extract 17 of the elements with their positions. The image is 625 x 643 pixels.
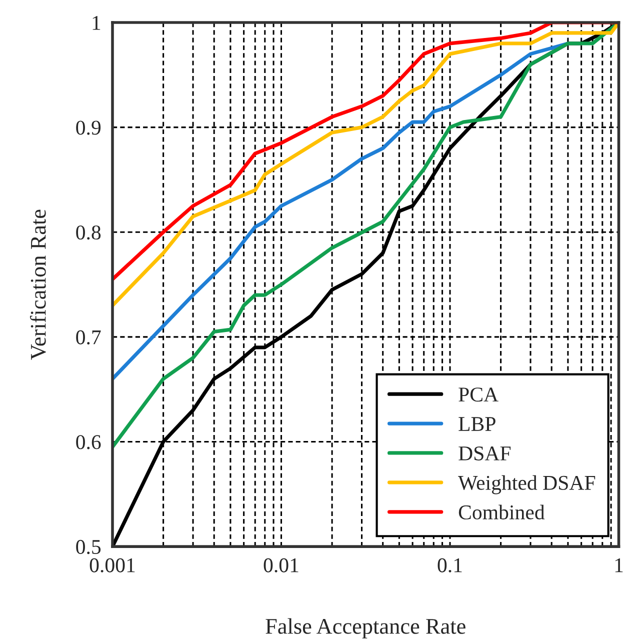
y-tick-label: 0.7: [76, 330, 101, 344]
y-axis-title: Verification Rate: [30, 210, 46, 360]
legend-label: Combined: [458, 504, 545, 520]
x-tick-label: 1: [615, 558, 623, 572]
y-tick-label: 0.5: [76, 540, 101, 554]
x-tick-label: 0.1: [438, 558, 462, 572]
legend-label: PCA: [458, 388, 498, 402]
x-tick-label: 0.01: [264, 558, 298, 572]
y-tick-label: 0.6: [76, 435, 101, 450]
y-tick-label: 0.9: [76, 120, 101, 135]
y-tick-label: 1: [92, 16, 100, 30]
y-tick-label: 0.8: [76, 225, 101, 240]
legend-label: LBP: [458, 417, 496, 431]
x-tick-label: 0.001: [90, 558, 135, 572]
legend-label: DSAF: [458, 446, 511, 460]
x-axis-title: False Acceptance Rate: [266, 618, 466, 638]
legend-label: Weighted DSAF: [458, 475, 596, 494]
